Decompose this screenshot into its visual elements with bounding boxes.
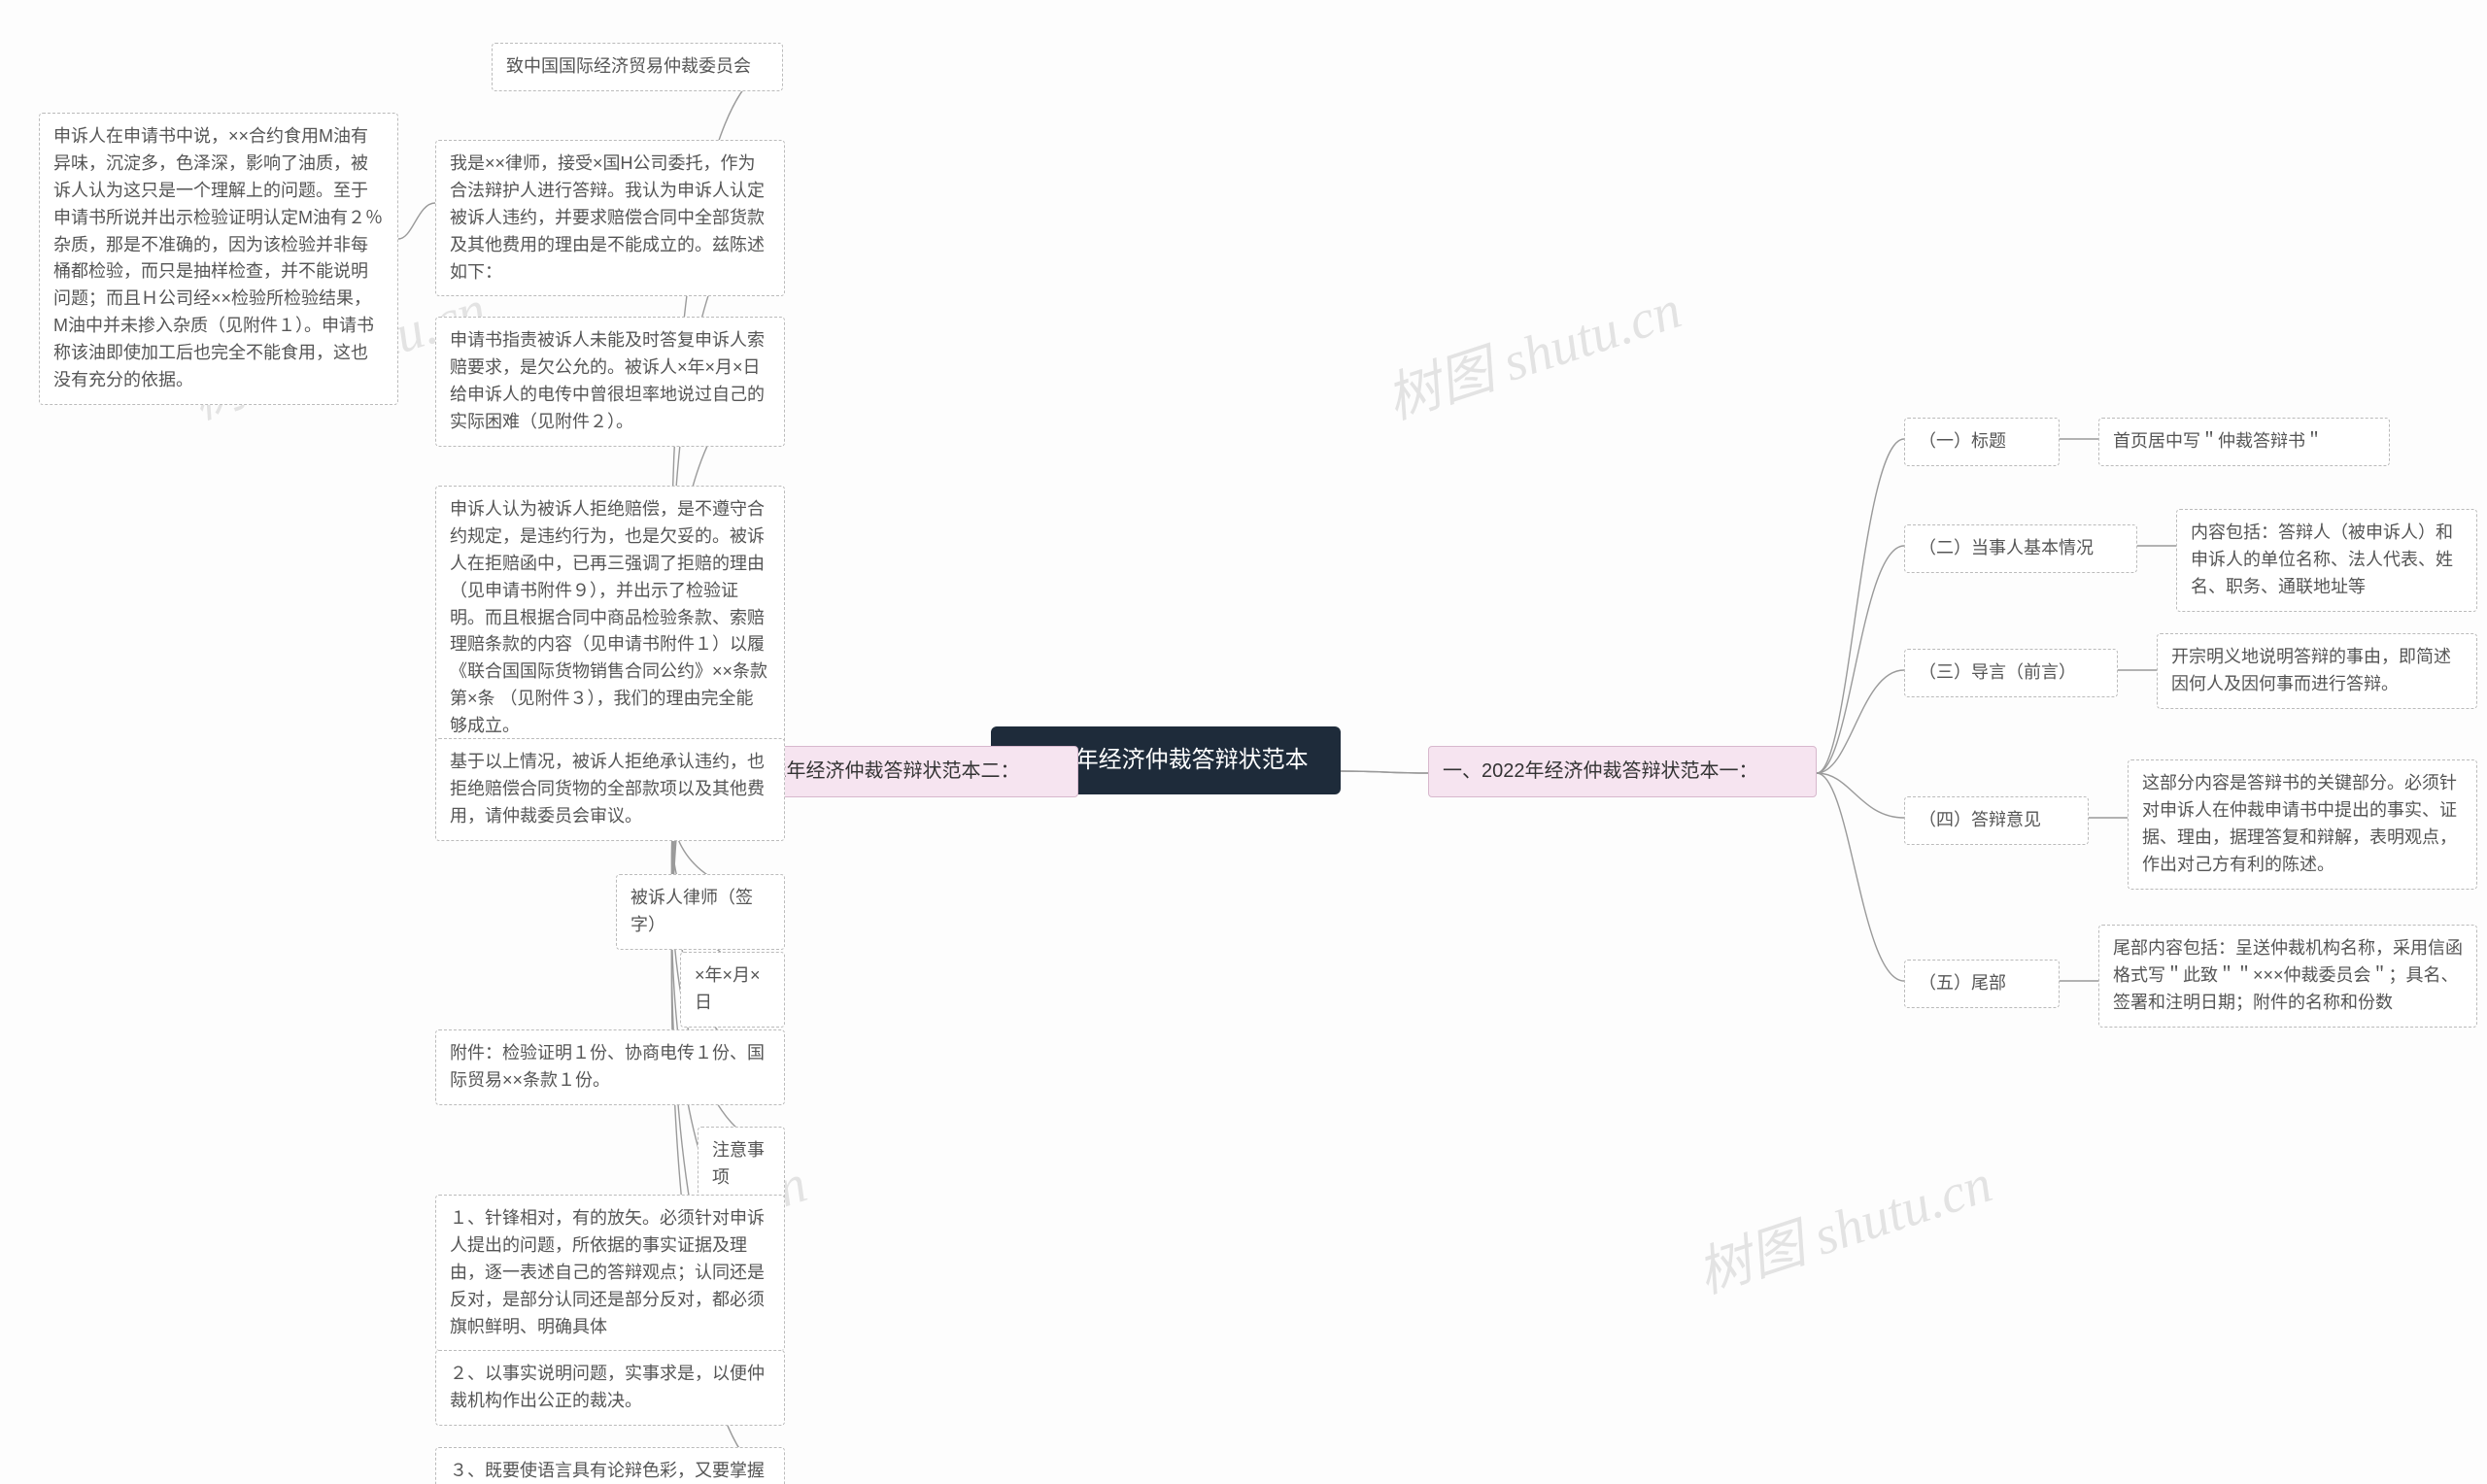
l9: 注意事项 bbox=[698, 1127, 785, 1202]
l4: 申诉人认为被诉人拒绝赔偿，是不遵守合约规定，是违约行为，也是欠妥的。被诉人在拒赔… bbox=[435, 486, 785, 751]
r2-label: （二）当事人基本情况 bbox=[1904, 524, 2137, 573]
l2a: 申诉人在申请书中说，××合约食用M油有异味，沉淀多，色泽深，影响了油质，被诉人认… bbox=[39, 113, 398, 405]
r3-label: （三）导言（前言） bbox=[1904, 649, 2118, 697]
watermark: 树图 shutu.cn bbox=[1375, 265, 1689, 434]
l1: 致中国国际经济贸易仲裁委员会 bbox=[492, 43, 783, 91]
l8: 附件：检验证明１份、协商电传１份、国际贸易××条款１份。 bbox=[435, 1029, 785, 1105]
l12: ３、既要使语言具有论辩色彩，又要掌握好措辞分寸，避免言词过激，以免关系走向恶化。 bbox=[435, 1447, 785, 1484]
r5-desc: 尾部内容包括：呈送仲裁机构名称，采用信函格式写＂此致＂＂×××仲裁委员会＂；具名… bbox=[2098, 925, 2477, 1028]
l5: 基于以上情况，被诉人拒绝承认违约，也拒绝赔偿合同货物的全部款项以及其他费用，请仲… bbox=[435, 738, 785, 841]
l7: ×年×月×日 bbox=[680, 952, 785, 1028]
r1-desc: 首页居中写＂仲裁答辩书＂ bbox=[2098, 418, 2390, 466]
r4-desc: 这部分内容是答辩书的关键部分。必须针对申诉人在仲裁申请书中提出的事实、证据、理由… bbox=[2128, 759, 2477, 890]
l11: ２、以事实说明问题，实事求是，以便仲裁机构作出公正的裁决。 bbox=[435, 1350, 785, 1426]
l2: 我是××律师，接受×国H公司委托，作为合法辩护人进行答辩。我认为申诉人认定被诉人… bbox=[435, 140, 785, 296]
r1-label: （一）标题 bbox=[1904, 418, 2060, 466]
l6: 被诉人律师（签字） bbox=[616, 874, 785, 950]
r3-desc: 开宗明义地说明答辩的事由，即简述因何人及因何事而进行答辩。 bbox=[2157, 633, 2477, 709]
l10: １、针锋相对，有的放矢。必须针对申诉人提出的问题，所依据的事实证据及理由，逐一表… bbox=[435, 1195, 785, 1351]
l3: 申请书指责被诉人未能及时答复申诉人索赔要求，是欠公允的。被诉人×年×月×日给申诉… bbox=[435, 317, 785, 447]
r5-label: （五）尾部 bbox=[1904, 960, 2060, 1008]
r4-label: （四）答辩意见 bbox=[1904, 796, 2089, 845]
watermark: 树图 shutu.cn bbox=[1686, 1139, 2000, 1308]
r2-desc: 内容包括：答辩人（被申诉人）和申诉人的单位名称、法人代表、姓名、职务、通联地址等 bbox=[2176, 509, 2477, 612]
section-template-1: 一、2022年经济仲裁答辩状范本一： bbox=[1428, 746, 1817, 797]
